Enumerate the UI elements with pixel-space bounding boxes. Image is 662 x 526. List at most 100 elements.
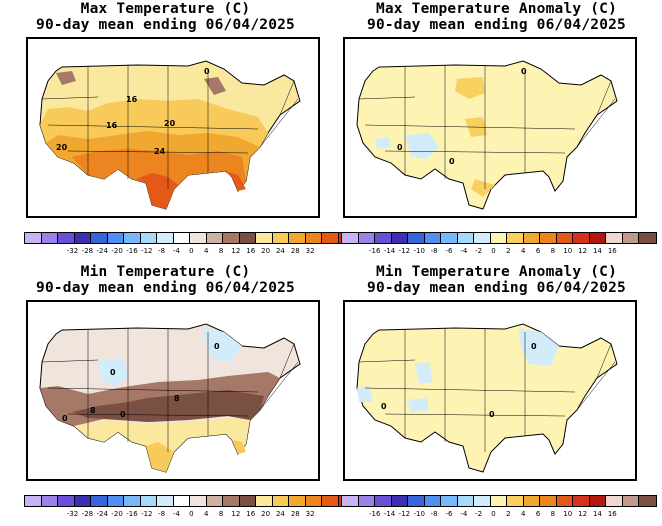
colorbar-tick-label: 14 [592,510,602,518]
contour-label: 0 [204,67,210,76]
panel-title: Min Temperature Anomaly (C) [375,264,618,280]
colorbar-ticks: -32 -28 -24 -20 -16 -12 -8 -4 0 4 8 12 16 20 24 28 32 [24,510,324,520]
colorbar-swatch [573,233,590,243]
colorbar-tick-label: -32 [66,247,79,255]
contour-label: 20 [164,119,176,128]
colorbar-swatch [25,233,42,243]
colorbar-tick-label: 16 [246,510,256,518]
colorbar-tick-label: 24 [275,510,285,518]
colorbar-swatch [589,496,606,506]
colorbar-tick-label: 28 [290,247,300,255]
colorbar-swatch [606,496,623,506]
colorbar-swatch [91,496,108,506]
colorbar-swatch [441,496,458,506]
colorbar-swatch [305,496,322,506]
contour-label: 0 [531,342,537,351]
colorbar-tick-label: 2 [506,510,511,518]
colorbar [24,232,373,244]
colorbar-swatch [58,233,75,243]
colorbar-tick-label: 20 [261,247,271,255]
colorbar-swatch [173,496,190,506]
contour-label: 0 [120,410,126,419]
map-graphic [39,60,301,210]
colorbar-tick-label: 24 [275,247,285,255]
colorbar-tick-label: 4 [520,247,526,255]
colorbar-swatch [589,233,606,243]
colorbar-swatch [474,496,491,506]
colorbar-swatch [206,233,223,243]
colorbar-tick-label: 14 [592,247,602,255]
colorbar-swatch [622,496,639,506]
colorbar-tick-label: -28 [81,510,94,518]
colorbar-tick-label: -12 [398,510,411,518]
colorbar-swatch [639,233,656,243]
colorbar-ticks: -32 -28 -24 -20 -16 -12 -8 -4 0 4 8 12 16 20 24 28 32 [24,247,324,257]
colorbar-tick-label: 10 [563,510,573,518]
panel-subtitle: 90-day mean ending 06/04/2025 [36,17,295,33]
colorbar-tick-label: -8 [430,247,438,255]
region-hot-orange [146,440,246,472]
colorbar-swatch [523,496,540,506]
colorbar [341,495,657,507]
contour-label: 0 [449,157,455,166]
colorbar-tick-label: 12 [231,510,241,518]
colorbar-tick-label: -12 [398,247,411,255]
panel-subtitle: 90-day mean ending 06/04/2025 [367,280,626,296]
colorbar-tick-label: -32 [66,510,79,518]
colorbar-tick-label: -16 [368,510,381,518]
colorbar-swatch [157,233,174,243]
colorbar-swatch [507,233,524,243]
colorbar-tick-label: -12 [141,247,153,255]
colorbar-swatch [358,496,375,506]
colorbar-swatch [41,496,58,506]
colorbar-tick-label: -10 [413,510,425,518]
contour-label: 0 [110,368,116,377]
colorbar-swatch [58,496,75,506]
colorbar-swatch [424,233,441,243]
colorbar-tick-label: 8 [550,247,556,255]
colorbar-swatch [272,496,289,506]
contour-label: 0 [62,414,68,423]
contour-label: 20 [56,143,68,152]
panel-title: Max Temperature Anomaly (C) [375,1,618,17]
colorbar-swatch [573,496,590,506]
colorbar-swatch [622,233,639,243]
colorbar-swatch [107,233,124,243]
colorbar-ticks: -16 -14 -12 -10 -8 -6 -4 -2 0 2 4 6 8 10 12 14 16 [341,510,641,520]
colorbar-swatch [140,233,157,243]
colorbar-swatch [490,233,507,243]
colorbar-tick-label: -20 [111,510,123,518]
colorbar-tick-label: -2 [475,247,483,255]
colorbar-swatch [124,496,141,506]
colorbar-swatch [408,496,425,506]
contour-label: 0 [214,342,220,351]
colorbar-tick-label: 16 [246,247,256,255]
colorbar-swatch [391,496,408,506]
colorbar-swatch [540,496,557,506]
colorbar-tick-label: 8 [550,510,556,518]
colorbar-swatch [322,496,339,506]
colorbar-ticks: -16 -14 -12 -10 -8 -6 -4 -2 0 2 4 6 8 10 12 14 16 [341,247,641,257]
panel-subtitle: 90-day mean ending 06/04/2025 [367,17,626,33]
us-map-max-temperature-anomaly: 0 0 0 [343,37,637,218]
colorbar-tick-label: 0 [189,510,194,518]
colorbar [341,232,657,244]
colorbar-swatch [190,233,207,243]
colorbar [24,495,373,507]
colorbar-tick-label: 4 [203,510,209,518]
map-graphic [39,323,301,473]
us-map-min-temperature-anomaly: 0 0 0 [343,300,637,481]
map-graphic [356,60,618,210]
contour-label: 16 [106,121,118,130]
colorbar-swatch [124,233,141,243]
colorbar-tick-label: 32 [305,247,315,255]
colorbar-swatch [342,496,359,506]
colorbar-swatch [223,233,240,243]
colorbar-tick-label: -8 [158,510,166,518]
colorbar-tick-label: -4 [460,510,468,518]
contour-label: 8 [90,406,96,415]
us-map-min-temperature: 0 8 0 8 0 0 [26,300,320,481]
colorbar-swatch [173,233,190,243]
colorbar-swatch [507,496,524,506]
colorbar-swatch [606,233,623,243]
